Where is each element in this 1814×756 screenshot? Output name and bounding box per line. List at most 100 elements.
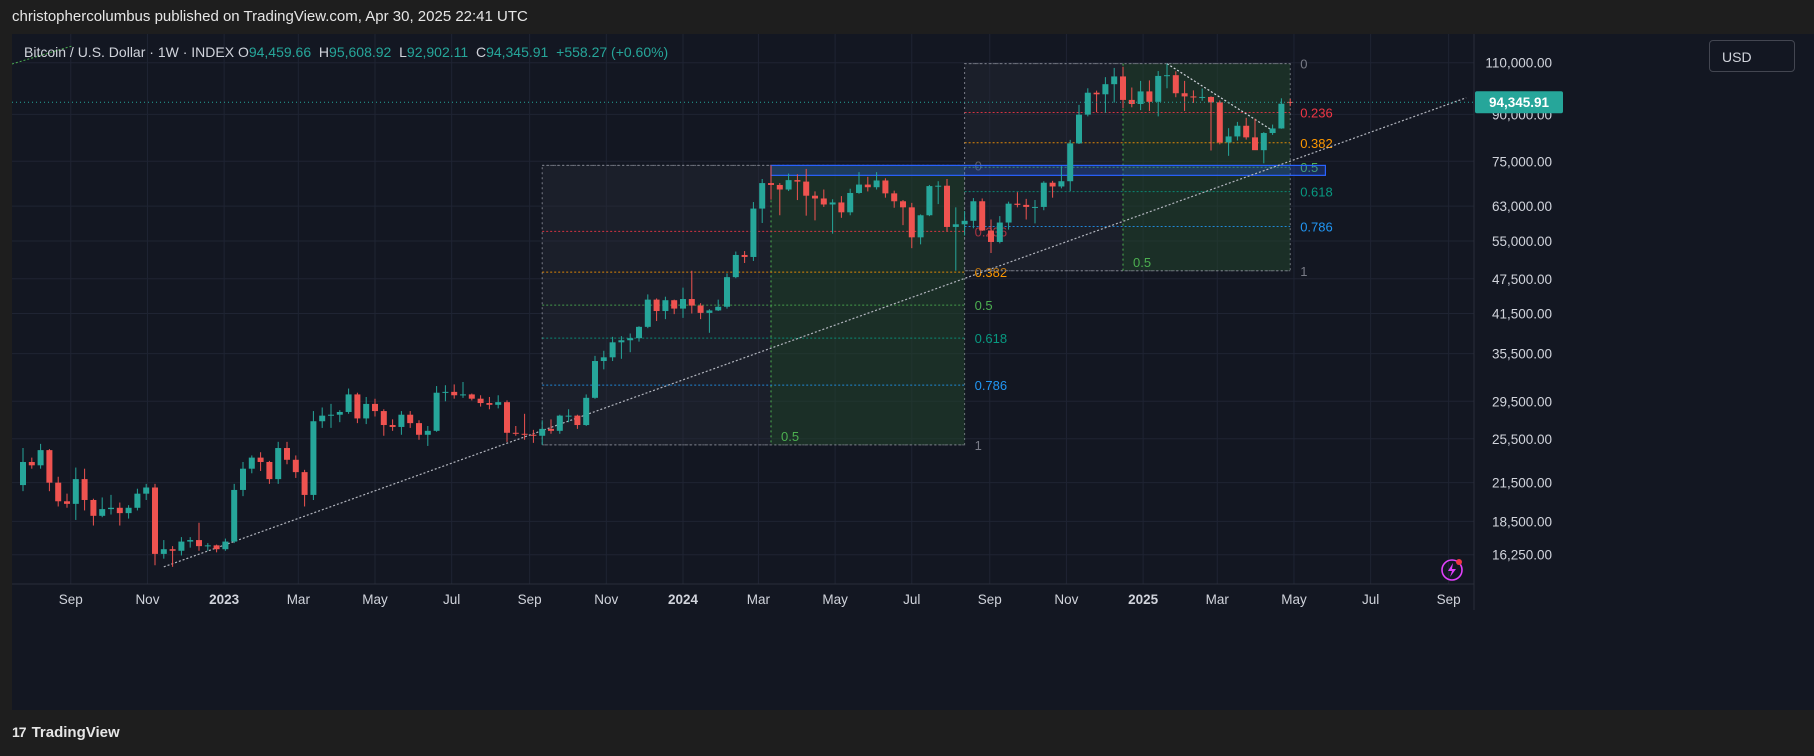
candle-body xyxy=(864,184,871,188)
candle-body xyxy=(328,414,334,416)
candle-body xyxy=(812,195,818,199)
price-chart[interactable]: 0.500.2360.3820.50.6180.78610.500.2360.3… xyxy=(12,34,1814,710)
low-value: 92,902.11 xyxy=(406,44,469,60)
candle-body xyxy=(275,448,282,480)
candle-body xyxy=(416,423,422,435)
candle-body xyxy=(486,403,493,405)
tradingview-logo-text: TradingView xyxy=(31,724,120,741)
candle-body xyxy=(785,180,792,190)
candle-body xyxy=(1199,96,1206,98)
candle-body xyxy=(829,202,836,205)
time-tick-label: May xyxy=(822,592,848,607)
support-zone xyxy=(770,164,1327,176)
lightning-glyph xyxy=(1448,563,1456,577)
candle-body xyxy=(380,411,387,426)
fib-level-label: 0.786 xyxy=(975,378,1008,393)
price-tick-label: 75,000.00 xyxy=(1492,154,1552,169)
grid xyxy=(12,34,1474,584)
candle-body xyxy=(891,193,898,202)
candle-body xyxy=(1269,128,1276,134)
candle-body xyxy=(583,397,590,426)
candle-body xyxy=(345,394,352,412)
candle-body xyxy=(970,201,977,221)
time-tick-label: May xyxy=(1281,592,1307,607)
candle-body xyxy=(1287,101,1294,103)
candle-body xyxy=(1208,96,1214,103)
candle-body xyxy=(1225,136,1232,143)
candle-body xyxy=(521,433,528,435)
candle-body xyxy=(820,198,827,205)
currency-button[interactable]: USD xyxy=(1709,40,1795,72)
candle-body xyxy=(143,487,150,494)
candle-body xyxy=(152,487,158,554)
candle-body xyxy=(548,428,554,431)
last-price-tag xyxy=(1475,91,1563,114)
close-value: 94,345.91 xyxy=(486,44,549,60)
candle-body xyxy=(539,428,546,436)
candle-body xyxy=(847,192,854,213)
candle-body xyxy=(108,507,114,510)
candle-body xyxy=(636,326,642,339)
candle-body xyxy=(398,414,405,427)
candle-body xyxy=(794,180,801,182)
tradingview-logo-icon: 17 xyxy=(12,724,27,740)
candle-body xyxy=(213,545,220,550)
alert-button[interactable] xyxy=(1441,559,1463,581)
candle-body xyxy=(556,415,563,431)
candle-body xyxy=(724,277,730,307)
candle-body xyxy=(1111,76,1118,85)
candle-body xyxy=(319,415,326,422)
candle-body xyxy=(732,254,739,278)
candle-body xyxy=(90,499,97,516)
candle-body xyxy=(979,201,986,231)
chart-pane[interactable]: 0.500.2360.3820.50.6180.78610.500.2360.3… xyxy=(12,34,1814,710)
time-tick-label: Mar xyxy=(747,592,771,607)
candle-body xyxy=(618,340,625,343)
fib-mid-label: 0.5 xyxy=(781,429,799,444)
candle-body xyxy=(653,299,660,312)
price-tick-label: 47,500.00 xyxy=(1492,272,1552,287)
time-tick-label: May xyxy=(362,592,388,607)
candle-body xyxy=(1120,76,1126,100)
publish-header: christophercolumbus published on Trading… xyxy=(12,8,528,25)
time-tick-label: Nov xyxy=(1054,592,1078,607)
candle-body xyxy=(257,457,264,462)
fib-level-label: 0.382 xyxy=(1300,136,1333,151)
candle-body xyxy=(354,394,361,419)
candle-body xyxy=(768,183,774,185)
tradingview-logo[interactable]: 17 TradingView xyxy=(12,724,120,741)
fib-level-label: 0.382 xyxy=(975,265,1008,280)
candle-body xyxy=(46,450,53,483)
candle-body xyxy=(750,208,757,257)
time-tick-label: Sep xyxy=(518,592,542,607)
trendline xyxy=(163,97,1467,568)
candle-body xyxy=(460,394,466,396)
candle-body xyxy=(292,459,299,473)
candle-body xyxy=(20,461,26,486)
candle-body xyxy=(433,392,440,431)
candle-body xyxy=(776,184,783,190)
candle-body xyxy=(187,540,194,542)
candle-body xyxy=(442,391,449,393)
lightning-alert-icon[interactable] xyxy=(1441,559,1463,581)
price-tick-label: 110,000.00 xyxy=(1485,56,1552,71)
candle-body xyxy=(504,402,510,433)
candle-body xyxy=(240,468,246,490)
candle-body xyxy=(1032,206,1038,208)
candle-body xyxy=(1005,203,1012,223)
candle-body xyxy=(565,415,572,417)
time-tick-label: Jul xyxy=(1362,592,1379,607)
open-value: 94,459.66 xyxy=(248,44,312,60)
candle-body xyxy=(1164,75,1170,77)
candle-body xyxy=(882,180,889,194)
candle-body xyxy=(336,411,343,415)
price-tick-label: 16,250.00 xyxy=(1492,548,1552,563)
candle-body xyxy=(512,432,519,434)
candle-body xyxy=(926,186,933,216)
candle-body xyxy=(1181,93,1188,97)
candle-body xyxy=(301,472,308,495)
fib-level-label: 1 xyxy=(1300,264,1307,279)
symbol-name[interactable]: Bitcoin / U.S. Dollar · 1W · INDEX xyxy=(24,44,235,60)
candles xyxy=(20,63,1294,567)
candle-body xyxy=(609,342,616,358)
